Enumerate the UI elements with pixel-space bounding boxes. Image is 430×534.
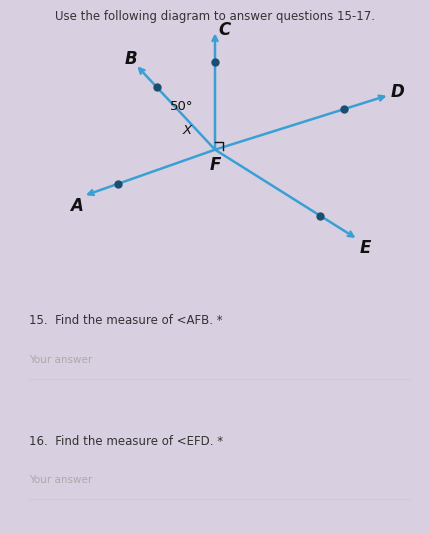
Text: B: B bbox=[125, 50, 137, 68]
Text: 50°: 50° bbox=[170, 99, 193, 113]
Text: E: E bbox=[359, 239, 371, 257]
Text: 15.  Find the measure of <AFB. *: 15. Find the measure of <AFB. * bbox=[29, 315, 223, 327]
Text: F: F bbox=[209, 156, 221, 175]
Text: Use the following diagram to answer questions 15-17.: Use the following diagram to answer ques… bbox=[55, 10, 375, 23]
Text: X: X bbox=[182, 124, 192, 137]
Text: Your answer: Your answer bbox=[29, 475, 92, 485]
Text: 16.  Find the measure of <EFD. *: 16. Find the measure of <EFD. * bbox=[29, 435, 223, 447]
Text: D: D bbox=[390, 83, 404, 101]
Text: Your answer: Your answer bbox=[29, 355, 92, 365]
Text: C: C bbox=[218, 21, 230, 39]
Text: A: A bbox=[70, 197, 83, 215]
